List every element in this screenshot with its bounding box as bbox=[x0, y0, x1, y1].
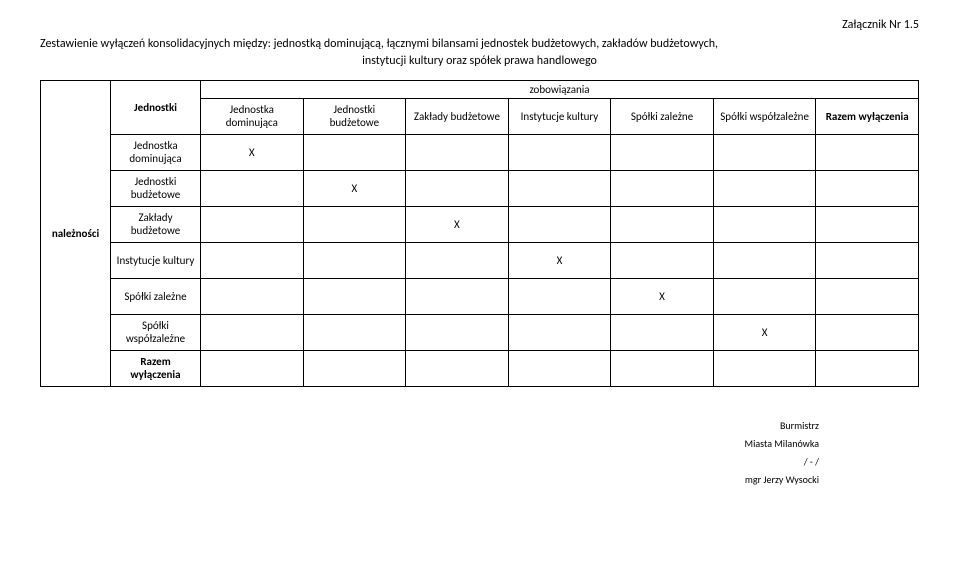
cell bbox=[816, 278, 919, 314]
cell bbox=[303, 278, 406, 314]
cell bbox=[406, 242, 509, 278]
footer-line: Miasta Milanówka bbox=[40, 435, 819, 453]
cell bbox=[816, 242, 919, 278]
cell bbox=[303, 242, 406, 278]
cell: X bbox=[406, 206, 509, 242]
col-header-total: Razem wyłączenia bbox=[816, 98, 919, 134]
cell bbox=[713, 134, 816, 170]
cell bbox=[406, 134, 509, 170]
cell bbox=[713, 278, 816, 314]
cell bbox=[611, 242, 714, 278]
cell bbox=[611, 314, 714, 350]
cell bbox=[303, 206, 406, 242]
row-header: Spółki współzależne bbox=[111, 314, 201, 350]
cell: X bbox=[303, 170, 406, 206]
cell bbox=[611, 170, 714, 206]
cell bbox=[406, 314, 509, 350]
footer-line: mgr Jerzy Wysocki bbox=[40, 471, 819, 489]
col-header: Instytucje kultury bbox=[508, 98, 611, 134]
col-header: Jednostki budżetowe bbox=[303, 98, 406, 134]
cell bbox=[816, 314, 919, 350]
row-header-top: Jednostki bbox=[111, 80, 201, 134]
cell: X bbox=[508, 242, 611, 278]
col-header: Zakłady budżetowe bbox=[406, 98, 509, 134]
cell bbox=[816, 134, 919, 170]
row-header: Jednostki budżetowe bbox=[111, 170, 201, 206]
cell bbox=[508, 314, 611, 350]
cell bbox=[303, 134, 406, 170]
col-super-header: zobowiązania bbox=[201, 80, 919, 98]
row-header: Jednostka dominująca bbox=[111, 134, 201, 170]
cell bbox=[201, 170, 304, 206]
cell bbox=[508, 206, 611, 242]
footer-block: Burmistrz Miasta Milanówka / - / mgr Jer… bbox=[40, 417, 919, 489]
cell bbox=[303, 314, 406, 350]
cell bbox=[816, 170, 919, 206]
cell bbox=[406, 350, 509, 386]
row-header: Spółki zależne bbox=[111, 278, 201, 314]
cell bbox=[816, 350, 919, 386]
cell bbox=[611, 134, 714, 170]
cell bbox=[201, 350, 304, 386]
cell bbox=[713, 350, 816, 386]
cell bbox=[713, 206, 816, 242]
cell bbox=[611, 206, 714, 242]
cell bbox=[816, 206, 919, 242]
footer-line: / - / bbox=[40, 453, 819, 471]
col-header: Jednostka dominująca bbox=[201, 98, 304, 134]
side-label: należności bbox=[41, 80, 111, 386]
cell bbox=[201, 206, 304, 242]
cell bbox=[508, 170, 611, 206]
cell bbox=[406, 170, 509, 206]
footer-line: Burmistrz bbox=[40, 417, 819, 435]
cell bbox=[713, 170, 816, 206]
row-header: Zakłady budżetowe bbox=[111, 206, 201, 242]
row-header-total: Razem wyłączenia bbox=[111, 350, 201, 386]
col-header: Spółki współzależne bbox=[713, 98, 816, 134]
cell bbox=[201, 278, 304, 314]
cell bbox=[406, 278, 509, 314]
cell bbox=[303, 350, 406, 386]
cell bbox=[611, 350, 714, 386]
cell bbox=[508, 134, 611, 170]
cell bbox=[713, 242, 816, 278]
title-line-1: Zestawienie wyłączeń konsolidacyjnych mi… bbox=[40, 36, 919, 53]
cell bbox=[201, 242, 304, 278]
cell bbox=[508, 350, 611, 386]
exclusions-table: należności Jednostki zobowiązania Jednos… bbox=[40, 80, 919, 387]
title-block: Zestawienie wyłączeń konsolidacyjnych mi… bbox=[40, 36, 919, 70]
attachment-label: Załącznik Nr 1.5 bbox=[40, 18, 919, 32]
cell: X bbox=[201, 134, 304, 170]
cell bbox=[508, 278, 611, 314]
cell bbox=[201, 314, 304, 350]
row-header: Instytucje kultury bbox=[111, 242, 201, 278]
cell: X bbox=[611, 278, 714, 314]
col-header: Spółki zależne bbox=[611, 98, 714, 134]
title-line-2: instytucji kultury oraz spółek prawa han… bbox=[40, 53, 919, 70]
cell: X bbox=[713, 314, 816, 350]
